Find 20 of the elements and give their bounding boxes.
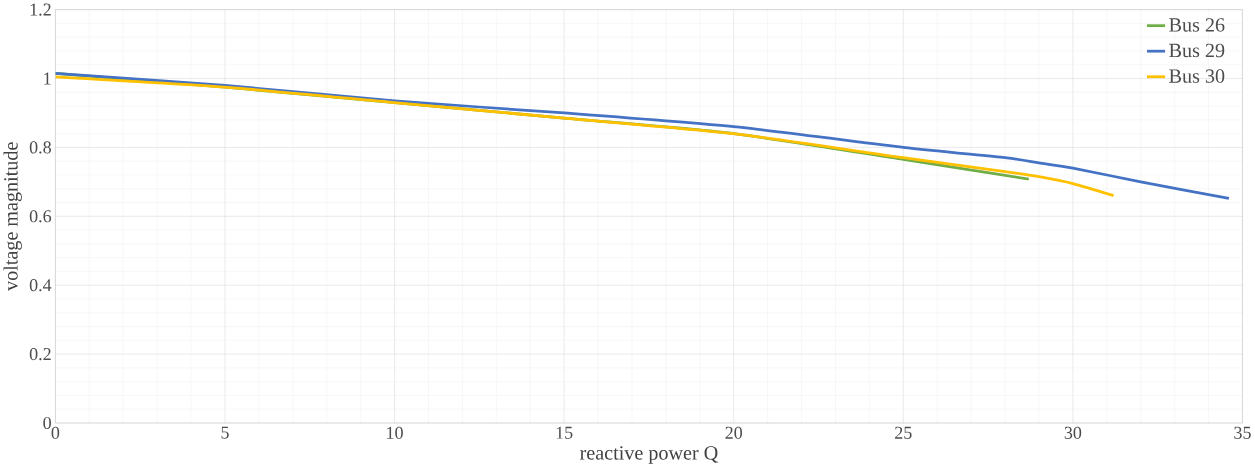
x-tick-label: 30 [1064, 426, 1082, 439]
x-tick-label: 5 [221, 426, 229, 439]
x-tick-label: 25 [895, 426, 912, 439]
y-tick-label: 1.2 [30, 3, 51, 16]
legend-label: Bus 30 [1169, 69, 1225, 83]
x-axis-title: reactive power Q [580, 446, 718, 464]
y-axis-title: voltage magnitude [3, 142, 22, 291]
y-tick-label: 0.8 [29, 141, 51, 154]
y-tick-label: 1 [44, 72, 51, 85]
x-tick-label: 15 [556, 426, 573, 439]
y-tick-label: 0.4 [29, 278, 52, 292]
legend-label: Bus 29 [1169, 43, 1225, 58]
y-tick-label: 0.6 [29, 210, 52, 223]
x-tick-label: 0 [51, 426, 60, 439]
x-tick-label: 20 [725, 426, 743, 439]
y-tick-label: 0.2 [29, 347, 51, 361]
y-tick-label: 0 [43, 416, 51, 429]
x-tick-label: 35 [1234, 426, 1251, 439]
legend-label: Bus 26 [1169, 18, 1225, 32]
x-tick-label: 10 [387, 426, 403, 439]
